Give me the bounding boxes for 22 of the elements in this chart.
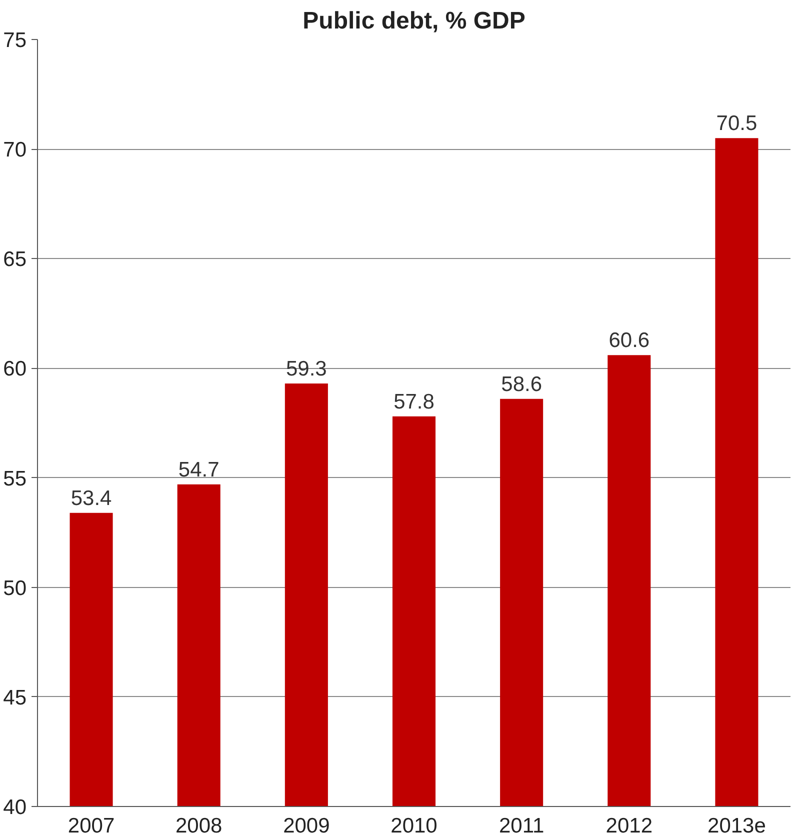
data-label: 53.4 <box>70 486 112 510</box>
x-tick-label: 2013e <box>708 814 766 835</box>
x-tick-label: 2007 <box>68 814 115 835</box>
y-tick-label: 60 <box>3 358 26 381</box>
data-label: 60.6 <box>608 329 650 352</box>
y-tick-label: 45 <box>3 686 26 710</box>
y-tick-label: 70 <box>3 138 26 162</box>
x-tick-label: 2008 <box>176 814 222 835</box>
y-tick-label: 40 <box>3 796 26 819</box>
y-tick-label: 55 <box>3 467 26 490</box>
x-tick-label: 2011 <box>498 814 544 835</box>
chart-title: Public debt, % GDP <box>302 8 526 34</box>
x-tick-label: 2010 <box>390 814 438 835</box>
y-tick-label: 50 <box>3 576 26 600</box>
x-tick-label: 2012 <box>606 814 653 835</box>
data-label: 70.5 <box>716 112 758 136</box>
data-label: 54.7 <box>178 458 220 482</box>
y-tick-label: 65 <box>3 248 26 272</box>
y-tick-label: 75 <box>3 29 26 52</box>
x-tick-label: 2009 <box>283 814 330 835</box>
data-label: 57.8 <box>394 390 434 414</box>
data-label: 58.6 <box>501 372 542 396</box>
